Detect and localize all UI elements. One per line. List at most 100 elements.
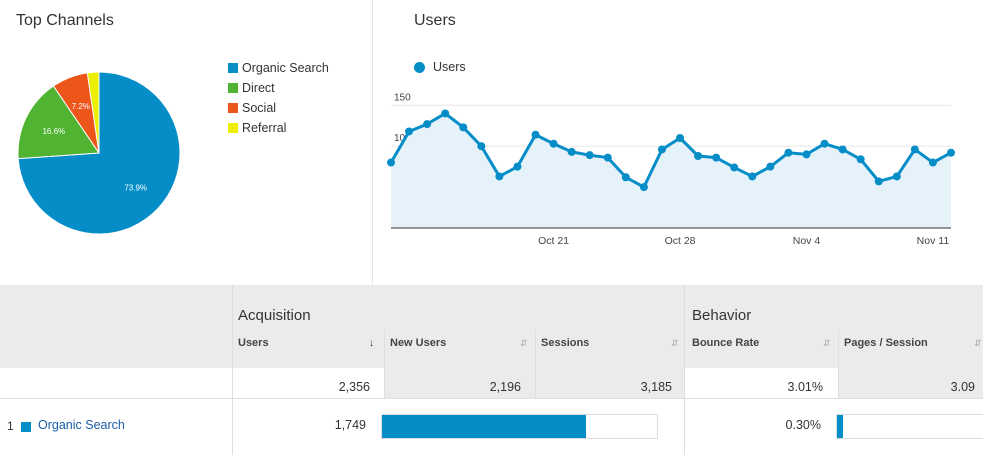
bounce-bar-fill: [837, 415, 843, 438]
channel-color-icon: [21, 422, 31, 432]
top-channels-legend: Organic Search Direct Social Referral: [228, 58, 329, 138]
legend-swatch-icon: [228, 83, 238, 93]
column-divider: [535, 330, 536, 398]
column-divider: [232, 285, 233, 455]
users-percentage-bar: [381, 414, 658, 439]
x-tick-label: Nov 4: [793, 235, 821, 247]
data-point[interactable]: [585, 151, 594, 160]
column-header-new-users[interactable]: New Users: [390, 337, 447, 349]
data-point[interactable]: [387, 158, 395, 167]
data-point[interactable]: [892, 172, 901, 181]
users-series-legend[interactable]: Users: [414, 60, 466, 74]
data-point[interactable]: [820, 139, 829, 148]
y-tick-label: 150: [394, 92, 411, 103]
column-divider: [684, 285, 685, 455]
data-point[interactable]: [910, 145, 919, 154]
data-point[interactable]: [513, 162, 522, 171]
pie-slice-referral[interactable]: [86, 71, 100, 154]
data-point[interactable]: [423, 120, 432, 129]
bounce-rate-bar: [836, 414, 983, 439]
data-point[interactable]: [441, 109, 450, 118]
legend-item-referral[interactable]: Referral: [228, 118, 329, 138]
users-chart-title: Users: [414, 12, 456, 29]
users-bar-fill: [382, 415, 586, 438]
legend-swatch-icon: [228, 103, 238, 113]
legend-label: Social: [242, 101, 277, 115]
data-point[interactable]: [802, 150, 811, 159]
legend-item-direct[interactable]: Direct: [228, 78, 329, 98]
behavior-heading: Behavior: [692, 307, 752, 324]
column-header-pages-session[interactable]: Pages / Session: [844, 337, 928, 349]
pie-slice-label: 7.2%: [72, 102, 90, 111]
legend-label: Direct: [242, 81, 275, 95]
data-point[interactable]: [459, 123, 468, 132]
total-users: 2,356: [338, 380, 370, 394]
column-divider: [838, 330, 839, 398]
legend-label: Referral: [242, 121, 287, 135]
data-point[interactable]: [657, 145, 666, 154]
data-point[interactable]: [477, 142, 486, 151]
data-point[interactable]: [603, 153, 612, 162]
data-point[interactable]: [405, 127, 414, 136]
x-tick-label: Oct 21: [538, 235, 569, 247]
pie-slice-label: 16.6%: [42, 127, 65, 136]
data-point[interactable]: [730, 163, 739, 172]
data-point[interactable]: [531, 130, 540, 139]
sort-descending-icon[interactable]: ↓: [369, 338, 374, 349]
data-point[interactable]: [856, 155, 865, 164]
data-point[interactable]: [694, 152, 703, 160]
total-bounce-rate: 3.01%: [787, 380, 823, 394]
x-tick-label: Oct 28: [665, 235, 696, 247]
legend-swatch-icon: [228, 123, 238, 133]
pie-slice-direct[interactable]: [17, 85, 100, 160]
top-channels-pie-chart: 73.9% 16.6% 7.2%: [17, 71, 181, 235]
data-table: Acquisition Behavior Users ↓ New Users ⇵…: [0, 285, 983, 455]
data-point[interactable]: [567, 147, 576, 156]
data-point[interactable]: [766, 162, 775, 171]
data-point[interactable]: [495, 172, 504, 181]
data-point[interactable]: [947, 148, 955, 157]
sort-icon[interactable]: ⇵: [671, 338, 679, 348]
series-legend-label: Users: [433, 60, 466, 74]
data-point[interactable]: [748, 172, 757, 181]
data-point[interactable]: [549, 139, 558, 148]
column-divider: [384, 330, 385, 398]
row-bounce-rate-value: 0.30%: [785, 418, 821, 432]
column-header-sessions[interactable]: Sessions: [541, 337, 590, 349]
y-tick-label: 100: [394, 133, 411, 144]
sort-icon[interactable]: ⇵: [520, 338, 528, 348]
totals-shaded-cells: [384, 368, 684, 398]
column-header-users[interactable]: Users: [238, 337, 269, 349]
data-point[interactable]: [712, 153, 721, 162]
total-new-users: 2,196: [489, 380, 521, 394]
legend-label: Organic Search: [242, 61, 329, 75]
totals-shaded-cell-pages: [838, 368, 983, 398]
data-point[interactable]: [928, 158, 937, 167]
acquisition-heading: Acquisition: [238, 307, 311, 324]
total-sessions: 3,185: [640, 380, 672, 394]
data-point[interactable]: [621, 173, 630, 182]
table-header-bg: [0, 285, 983, 368]
legend-item-social[interactable]: Social: [228, 98, 329, 118]
top-channels-panel: Top Channels 73.9% 16.6% 7.2% Organic Sear…: [0, 0, 373, 285]
legend-item-organic-search[interactable]: Organic Search: [228, 58, 329, 78]
row-divider: [0, 398, 983, 399]
channel-link-organic-search[interactable]: Organic Search: [38, 418, 125, 432]
series-dot-icon: [414, 61, 425, 73]
data-point[interactable]: [784, 148, 793, 157]
sort-icon[interactable]: ⇵: [974, 338, 982, 348]
total-pages-session: 3.09: [950, 380, 975, 394]
data-point[interactable]: [676, 134, 685, 142]
data-point[interactable]: [874, 177, 883, 186]
data-point[interactable]: [639, 183, 648, 192]
sort-icon[interactable]: ⇵: [823, 338, 831, 348]
row-index: 1: [7, 419, 14, 433]
x-tick-label: Nov 11: [917, 235, 950, 247]
column-header-bounce-rate[interactable]: Bounce Rate: [692, 337, 760, 349]
data-point[interactable]: [838, 145, 847, 154]
totals-label-cell: [0, 368, 232, 398]
users-area-fill: [391, 113, 951, 228]
legend-swatch-icon: [228, 63, 238, 73]
